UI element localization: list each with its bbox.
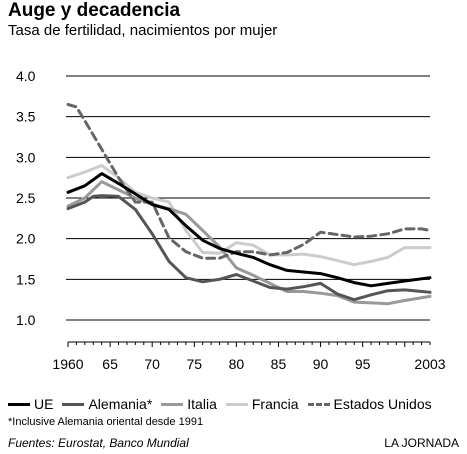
y-tick-label: 3.0 (16, 149, 36, 165)
legend-label-ue: UE (34, 396, 54, 412)
legend-swatch-ue (8, 402, 30, 406)
source-note: Fuentes: Eurostat, Banco Mundial (8, 436, 189, 450)
x-tick-label: 70 (144, 356, 160, 372)
series-lines (66, 103, 432, 306)
y-tick-label: 3.5 (16, 109, 36, 125)
x-tick-label: 2003 (414, 356, 445, 372)
legend-swatch-italia (161, 402, 184, 406)
legend-item-ue: UE (8, 396, 53, 412)
x-tick-label: 1960 (52, 356, 83, 372)
legend-swatch-alemania (62, 402, 85, 406)
legend-swatch-estados-unidos (307, 402, 330, 406)
series-line-ue (66, 172, 432, 288)
footnote: *Inclusive Alemania oriental desde 1991 (8, 416, 204, 428)
x-tick-label: 95 (355, 356, 371, 372)
chart-subtitle: Tasa de fertilidad, nacimientos por muje… (8, 22, 278, 39)
y-tick-label: 1.5 (16, 271, 36, 287)
x-tick-label: 85 (271, 356, 287, 372)
y-axis-labels: 1.0 1.5 2.0 2.5 3.0 3.5 4.0 (16, 68, 36, 328)
legend-label-estados-unidos: Estados Unidos (333, 396, 432, 412)
legend-item-alemania: Alemania* (62, 396, 152, 412)
y-tick-label: 1.0 (16, 312, 36, 328)
y-tick-label: 4.0 (16, 68, 36, 84)
grid-lines (66, 75, 430, 321)
legend-label-francia: Francia (251, 396, 299, 412)
legend-swatch-francia (225, 402, 248, 406)
legend-label-italia: Italia (187, 396, 217, 412)
legend-item-francia: Francia (225, 396, 299, 412)
x-tick-label: 80 (229, 356, 245, 372)
chart-title: Auge y decadencia (8, 0, 181, 21)
legend-label-alemania: Alemania* (88, 396, 153, 412)
credit: LA JORNADA (384, 436, 459, 450)
y-tick-label: 2.5 (16, 190, 36, 206)
series-line-estados-unidos (66, 103, 432, 260)
y-tick-label: 2.0 (16, 231, 36, 247)
x-axis-ticks: 1960 65 70 75 80 85 90 95 2003 (52, 341, 446, 372)
x-tick-label: 75 (186, 356, 202, 372)
x-tick-label: 65 (102, 356, 118, 372)
series-line-alemania (66, 194, 432, 302)
legend-item-italia: Italia (161, 396, 217, 412)
legend: UE Alemania* Italia Francia Estados Unid… (8, 396, 441, 412)
series-line-italia (66, 180, 432, 306)
legend-item-estados-unidos: Estados Unidos (307, 396, 432, 412)
series-line-francia (66, 164, 432, 267)
x-tick-label: 90 (313, 356, 329, 372)
